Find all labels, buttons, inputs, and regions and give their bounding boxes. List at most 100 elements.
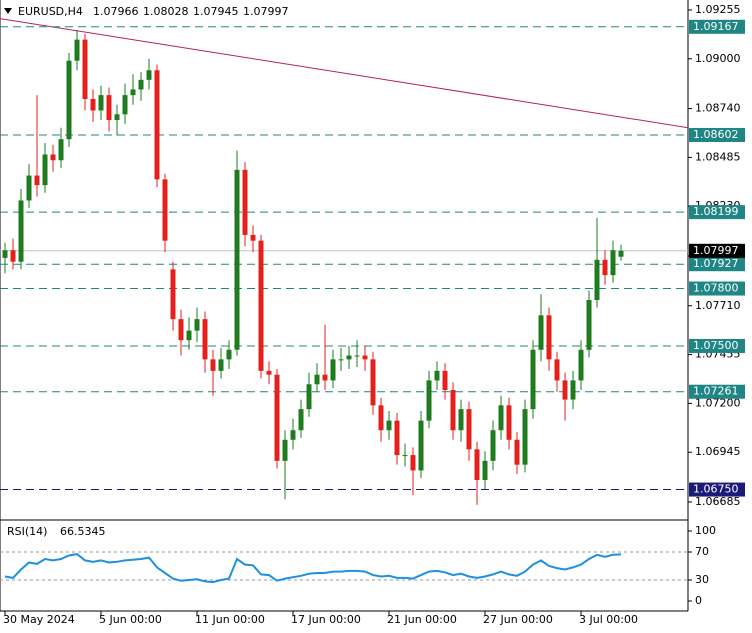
- level-label: 1.08602: [693, 128, 739, 141]
- candle-body: [66, 60, 72, 140]
- candle-body: [450, 390, 456, 431]
- candle-body: [530, 349, 536, 410]
- candle-body: [346, 355, 352, 360]
- x-tick-label: 21 Jun 00:00: [387, 613, 457, 626]
- candle-body: [506, 405, 512, 440]
- candle-body: [610, 250, 616, 276]
- x-tick-label: 3 Jul 00:00: [579, 613, 638, 626]
- x-tick-label: 17 Jun 00:00: [291, 613, 361, 626]
- candle-body: [282, 439, 288, 461]
- candle-body: [178, 319, 184, 341]
- candle-body: [394, 420, 400, 456]
- candle-body: [442, 370, 448, 390]
- trendline: [0, 18, 689, 129]
- candle-body: [402, 455, 408, 457]
- candle-body: [226, 349, 232, 360]
- candle-body: [186, 330, 192, 341]
- high-value: 1.08028: [143, 5, 189, 18]
- x-tick-label: 5 Jun 00:00: [99, 613, 162, 626]
- rsi-y-tick-label: 100: [695, 524, 716, 537]
- y-tick-label: 1.08485: [695, 150, 741, 163]
- level-label-box: [689, 19, 745, 34]
- level-label-box: [689, 127, 745, 142]
- y-tick-label: 1.06945: [695, 445, 741, 458]
- level-label-box: [689, 205, 745, 220]
- rsi-y-tick-label: 70: [695, 545, 709, 558]
- candle-body: [362, 355, 368, 360]
- candle-body: [562, 380, 568, 400]
- level-label: 1.07800: [693, 282, 739, 295]
- candle-body: [522, 409, 528, 465]
- candle-body: [322, 374, 328, 381]
- level-label: 1.06750: [693, 483, 739, 496]
- candle-body: [458, 409, 464, 431]
- level-label-box: [689, 482, 745, 497]
- candle-body: [266, 370, 272, 375]
- candle-body: [34, 175, 40, 186]
- candle-body: [82, 39, 88, 99]
- candle-body: [234, 169, 240, 350]
- candle-body: [418, 420, 424, 471]
- current-price-label: 1.07997: [693, 244, 739, 257]
- candle-body: [474, 449, 480, 480]
- rsi-y-tick-label: 0: [695, 594, 702, 607]
- y-tick-label: 1.07710: [695, 299, 741, 312]
- candle-body: [594, 259, 600, 301]
- candle-body: [210, 359, 216, 371]
- candle-body: [258, 240, 264, 371]
- x-tick-label: 11 Jun 00:00: [195, 613, 265, 626]
- y-tick-label: 1.08740: [695, 102, 741, 115]
- candle-body: [146, 70, 152, 80]
- candle-body: [114, 114, 120, 121]
- level-label: 1.09167: [693, 20, 739, 33]
- candle-body: [586, 300, 592, 350]
- rsi-y-tick-label: 30: [695, 573, 709, 586]
- level-label-box: [689, 384, 745, 399]
- x-tick-label: 30 May 2024: [3, 613, 75, 626]
- candle-body: [386, 420, 392, 431]
- candle-body: [578, 349, 584, 381]
- candle-body: [330, 359, 336, 381]
- rsi-value: 66.5345: [60, 525, 106, 538]
- level-label: 1.07261: [693, 385, 739, 398]
- x-tick-label: 27 Jun 00:00: [483, 613, 553, 626]
- candle-body: [490, 430, 496, 461]
- candle-body: [138, 79, 144, 90]
- candle-body: [274, 374, 280, 461]
- symbol-menu-icon[interactable]: [4, 8, 12, 14]
- candle-body: [154, 70, 160, 180]
- candle-body: [498, 405, 504, 431]
- current-price-box: [689, 243, 745, 258]
- candle-body: [202, 319, 208, 360]
- level-label: 1.07927: [693, 257, 739, 270]
- candle-body: [250, 234, 256, 241]
- candle-body: [354, 355, 360, 357]
- rsi-line: [4, 553, 622, 584]
- candle-body: [18, 200, 24, 262]
- candle-body: [306, 384, 312, 410]
- rsi-label: RSI(14): [7, 525, 47, 538]
- candle-body: [50, 154, 56, 161]
- candle-body: [434, 370, 440, 381]
- candle-body: [538, 315, 544, 350]
- candle-body: [218, 359, 224, 371]
- level-label-box: [689, 338, 745, 353]
- candle-body: [618, 250, 624, 257]
- low-value: 1.07945: [193, 5, 239, 18]
- candle-body: [378, 405, 384, 431]
- level-label: 1.08199: [693, 205, 739, 218]
- candle-body: [2, 250, 8, 258]
- candle-body: [426, 380, 432, 421]
- candle-body: [410, 455, 416, 471]
- candle-body: [314, 374, 320, 385]
- level-label-box: [689, 281, 745, 296]
- candle-body: [58, 139, 64, 161]
- candle-body: [554, 359, 560, 381]
- level-label: 1.07500: [693, 339, 739, 352]
- candle-body: [290, 430, 296, 440]
- candle-body: [90, 98, 96, 111]
- candle-body: [514, 439, 520, 465]
